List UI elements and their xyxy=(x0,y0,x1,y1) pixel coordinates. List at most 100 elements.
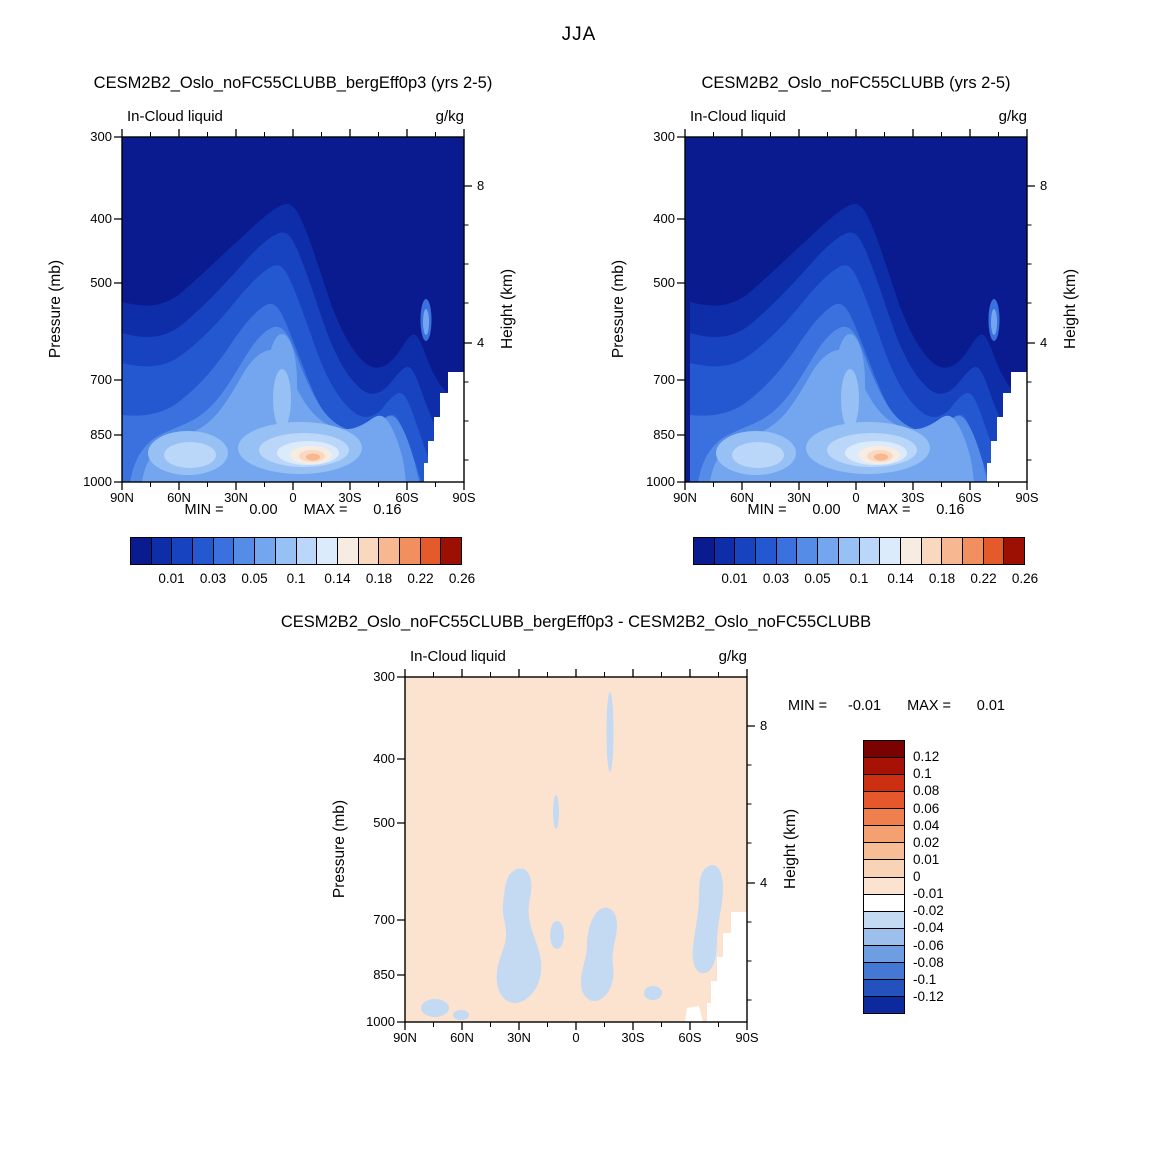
x-tick-label: 30S xyxy=(338,490,362,505)
x-tick-label: 0 xyxy=(852,490,860,505)
colorbar-cell xyxy=(274,538,296,564)
contour-field xyxy=(122,137,464,482)
colorbar-cell xyxy=(316,538,337,564)
pressure-tick-label: 700 xyxy=(653,371,675,387)
panel-diff-pressure-axis-label: Pressure (mb) xyxy=(331,799,348,899)
colorbar-cell xyxy=(941,538,962,564)
colorbar-cell xyxy=(796,538,818,564)
colorbar-cell xyxy=(212,538,234,564)
colorbar-cell xyxy=(192,538,213,564)
colorbar-cell xyxy=(295,538,317,564)
x-tick-label: 60S xyxy=(958,490,982,505)
min-label: MIN = xyxy=(788,698,828,714)
diff-colorbar-label: -0.04 xyxy=(913,920,944,936)
panel-left-title: CESM2B2_Oslo_noFC55CLUBB_bergEff0p3 (yrs… xyxy=(93,74,493,92)
diff-colorbar-label: -0.08 xyxy=(913,954,944,970)
min-value: -0.01 xyxy=(848,698,882,714)
colorbar-cell xyxy=(254,538,275,564)
diff-colorbar-label: -0.1 xyxy=(913,971,937,987)
pressure-tick-label: 500 xyxy=(653,274,675,290)
colorbar-cell xyxy=(755,538,776,564)
colorbar-cell xyxy=(419,538,441,564)
diff-colorbar-label: 0.06 xyxy=(913,800,940,816)
x-tick-label: 60N xyxy=(167,490,191,505)
x-tick-label: 60S xyxy=(395,490,419,505)
panel-left-pressure-axis-label: Pressure (mb) xyxy=(47,259,64,359)
colorbar-label: 0.14 xyxy=(887,571,914,586)
x-tick-label: 0 xyxy=(572,1030,580,1045)
colorbar-cell xyxy=(864,893,904,911)
colorbar-label: 0.01 xyxy=(158,571,185,586)
diff-colorbar-label: -0.12 xyxy=(913,988,944,1004)
colorbar-cell xyxy=(357,538,379,564)
colorbar-cell xyxy=(864,978,904,996)
colorbar-horizontal xyxy=(693,537,1025,565)
colorbar-cell xyxy=(837,538,859,564)
max-value: 0.16 xyxy=(936,502,965,518)
x-tick-label: 60N xyxy=(450,1030,474,1045)
plot-frame xyxy=(684,136,1028,483)
pressure-tick-label: 500 xyxy=(90,274,112,290)
diff-colorbar-label: 0.04 xyxy=(913,817,940,833)
x-tick-label: 90S xyxy=(1015,490,1039,505)
diff-colorbar-label: -0.01 xyxy=(913,886,944,902)
x-tick-label: 90S xyxy=(452,490,476,505)
colorbar-cell xyxy=(734,538,756,564)
pressure-tick-label: 700 xyxy=(373,911,395,927)
panel-left-units-label: g/kg xyxy=(435,108,464,125)
diff-colorbar-label: 0.1 xyxy=(913,766,932,782)
colorbar-cell xyxy=(398,538,420,564)
colorbar-cell xyxy=(899,538,921,564)
pressure-tick-label: 400 xyxy=(373,751,395,767)
colorbar-cell xyxy=(864,808,904,826)
diff-colorbar-label: -0.06 xyxy=(913,937,944,953)
colorbar-cell xyxy=(879,538,900,564)
colorbar-cell xyxy=(982,538,1004,564)
colorbar-cell xyxy=(864,910,904,928)
x-tick-label: 30N xyxy=(787,490,811,505)
colorbar-cell xyxy=(378,538,399,564)
plot-frame xyxy=(404,676,748,1023)
colorbar-label: 0.1 xyxy=(849,571,869,586)
pressure-tick-label: 1000 xyxy=(83,474,112,489)
colorbar-cell xyxy=(864,842,904,860)
colorbar-cell xyxy=(817,538,838,564)
colorbar-cell xyxy=(336,538,358,564)
panel-diff-stats: MIN = -0.01 MAX = 0.01 xyxy=(788,698,1048,714)
panel-diff-height-axis-label: Height (km) xyxy=(782,808,799,890)
contour-plot-right xyxy=(676,128,1036,491)
colorbar-cell xyxy=(864,757,904,775)
colorbar-cell xyxy=(694,538,714,564)
colorbar-label: 0.22 xyxy=(407,571,434,586)
max-label: MAX = xyxy=(303,502,348,518)
panel-right-stats: MIN = 0.00 MAX = 0.16 xyxy=(685,502,1027,518)
diff-colorbar-label: -0.02 xyxy=(913,903,944,919)
colorbar-cell xyxy=(233,538,255,564)
min-value: 0.00 xyxy=(812,502,841,518)
max-value: 0.01 xyxy=(976,698,1005,714)
colorbar-cell xyxy=(713,538,735,564)
diff-colorbar-label: 0.02 xyxy=(913,834,940,850)
colorbar-label: 0.26 xyxy=(1011,571,1039,586)
figure-title: JJA xyxy=(561,24,597,45)
colorbar-cell xyxy=(961,538,983,564)
colorbar-cell xyxy=(150,538,172,564)
pressure-tick-label: 850 xyxy=(90,427,112,443)
panel-left-stats: MIN = 0.00 MAX = 0.16 xyxy=(122,502,464,518)
colorbar-horizontal xyxy=(130,537,462,565)
pressure-tick-label: 400 xyxy=(653,211,675,227)
contour-field xyxy=(405,677,747,1022)
min-value: 0.00 xyxy=(249,502,278,518)
colorbar-cell xyxy=(1003,538,1024,564)
pressure-tick-label: 300 xyxy=(90,129,112,144)
x-tick-label: 90N xyxy=(673,490,697,505)
colorbar-label: 0.14 xyxy=(324,571,351,586)
panel-diff-field-label: In-Cloud liquid xyxy=(410,648,506,665)
x-tick-label: 60S xyxy=(678,1030,702,1045)
colorbar-cell xyxy=(864,961,904,979)
colorbar-label: 0.01 xyxy=(721,571,748,586)
panel-right-height-axis-label: Height (km) xyxy=(1062,268,1079,350)
diff-colorbar-label: 0.01 xyxy=(913,851,940,867)
diff-colorbar-label: 0.08 xyxy=(913,783,940,799)
